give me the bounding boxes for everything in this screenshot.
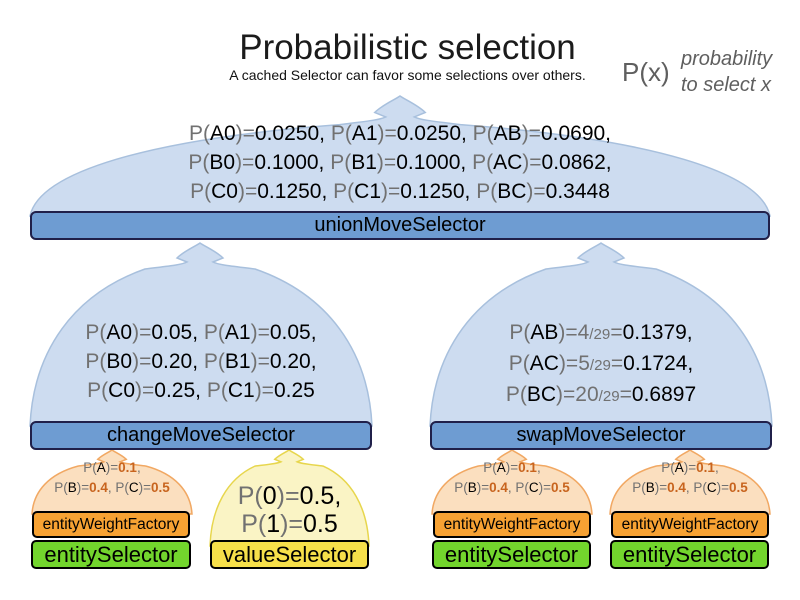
entity-weight-factory-box-3: entityWeightFactory [611, 511, 769, 538]
page-subtitle: A cached Selector can favor some selecti… [229, 67, 586, 83]
entity-selector-box-2: entitySelector [432, 540, 591, 569]
change-funnel [29, 242, 373, 427]
probability-line: P(A)=0.1, [483, 460, 541, 475]
probability-line: P(AB)=4/29=0.1379, [509, 321, 693, 344]
entity-selector-box-1: entitySelector [31, 540, 191, 569]
union-funnel [29, 95, 771, 217]
value-probabilities: P(0)=0.5, P(1)=0.5 [210, 482, 369, 538]
change-probabilities: P(A0)=0.05, P(A1)=0.05, P(B0)=0.20, P(B1)… [30, 318, 372, 405]
probability-line: P(0)=0.5, [237, 482, 342, 510]
legend-description-line: probability [681, 48, 773, 70]
entity-funnel-2 [431, 449, 593, 515]
probability-line: P(A0)=0.05, P(A1)=0.05, [85, 321, 317, 344]
legend-description-line: to select x [681, 74, 772, 96]
entity-funnel-1 [31, 449, 193, 515]
swap-funnel [429, 242, 773, 427]
swap-move-selector: swapMoveSelector [430, 421, 772, 450]
probability-line: P(A)=0.1, [83, 460, 141, 475]
entity-weight-probabilities-2: P(A)=0.1, P(B)=0.4, P(C)=0.5 [432, 458, 592, 498]
value-selector-box: valueSelector [210, 540, 369, 569]
entity-weight-probabilities-1: P(A)=0.1, P(B)=0.4, P(C)=0.5 [32, 458, 192, 498]
probability-line: P(1)=0.5 [241, 510, 338, 538]
probability-line: P(AC)=5/29=0.1724, [508, 352, 694, 375]
probability-line: P(C0)=0.1250, P(C1)=0.1250, P(BC)=0.3448 [190, 180, 610, 203]
entity-weight-probabilities-3: P(A)=0.1, P(B)=0.4, P(C)=0.5 [610, 458, 770, 498]
entity-weight-factory-box-2: entityWeightFactory [433, 511, 591, 538]
union-probabilities: P(A0)=0.0250, P(A1)=0.0250, P(AB)=0.0690… [70, 119, 730, 206]
probability-line: P(B)=0.4, P(C)=0.5 [54, 480, 170, 495]
page-title: Probabilistic selection [239, 28, 576, 67]
entity-funnel-3 [609, 449, 771, 515]
legend-symbol: P(x) [622, 57, 670, 87]
probability-line: P(B0)=0.1000, P(B1)=0.1000, P(AC)=0.0862… [188, 151, 612, 174]
swap-probabilities: P(AB)=4/29=0.1379, P(AC)=5/29=0.1724, P(BC… [430, 318, 772, 411]
change-move-selector: changeMoveSelector [30, 421, 372, 450]
probability-line: P(A0)=0.0250, P(A1)=0.0250, P(AB)=0.0690… [188, 122, 612, 145]
entity-selector-box-3: entitySelector [610, 540, 769, 569]
probability-line: P(B0)=0.20, P(B1)=0.20, [85, 350, 317, 373]
legend-description: probability to select x [681, 46, 791, 98]
probability-line: P(A)=0.1, [661, 460, 719, 475]
probability-line: P(C0)=0.25, P(C1)=0.25 [87, 379, 315, 402]
union-move-selector: unionMoveSelector [30, 211, 770, 240]
value-funnel [209, 449, 370, 547]
probability-line: P(B)=0.4, P(C)=0.5 [632, 480, 748, 495]
probability-line: P(B)=0.4, P(C)=0.5 [454, 480, 570, 495]
probability-line: P(BC)=20/29=0.6897 [505, 383, 697, 406]
entity-weight-factory-box-1: entityWeightFactory [32, 511, 190, 538]
